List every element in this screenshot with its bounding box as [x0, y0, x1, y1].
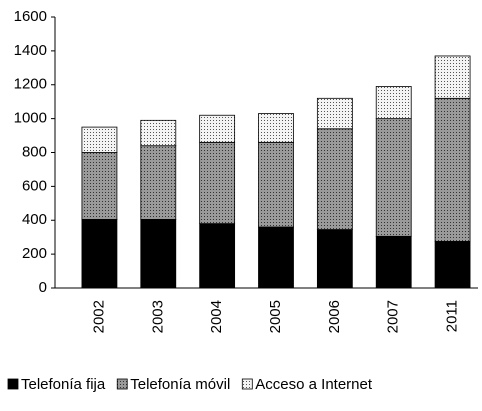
bar-segment: [199, 114, 236, 143]
bar-segment: [140, 145, 177, 220]
bar-segment: [140, 119, 177, 147]
bar-segment: [316, 229, 353, 289]
bar-segment: [375, 118, 412, 237]
bar-segment: [81, 126, 118, 153]
x-tick-label: 2002: [90, 300, 107, 333]
x-tick-label: 2004: [208, 300, 225, 333]
legend-label: Telefonía fija: [21, 376, 106, 393]
bar-segment: [258, 113, 294, 143]
x-tick-label: 2011: [444, 300, 461, 332]
legend-swatch: [116, 378, 128, 390]
y-tick-label: 600: [22, 177, 47, 194]
bar-segment: [258, 226, 294, 289]
bar-segment: [375, 86, 412, 120]
legend-swatch: [7, 378, 19, 390]
bar-segment: [81, 152, 118, 220]
y-tick-label: 1600: [14, 8, 47, 25]
bar-segment: [434, 55, 471, 99]
bar-segment: [199, 223, 236, 289]
x-tick-label: 2007: [385, 300, 402, 333]
bar-segment: [140, 219, 177, 289]
bar-segment: [316, 128, 353, 230]
legend-swatch: [241, 378, 253, 390]
x-tick-label: 2005: [267, 300, 284, 333]
y-tick-label: 800: [22, 143, 47, 160]
bar-segment: [434, 97, 471, 242]
bar-segment: [81, 219, 118, 289]
y-tick-label: 1000: [14, 110, 47, 127]
y-tick-label: 200: [22, 245, 47, 262]
legend-label: Acceso a Internet: [255, 376, 373, 393]
legend-label: Telefonía móvil: [130, 376, 230, 393]
x-tick-label: 2003: [149, 300, 166, 333]
y-tick-label: 400: [22, 211, 47, 228]
bar-segment: [258, 141, 294, 228]
y-tick-label: 1400: [14, 42, 47, 59]
y-tick-label: 0: [39, 279, 47, 296]
bar-segment: [199, 141, 236, 225]
bar-segment: [375, 235, 412, 289]
bar-segment: [316, 97, 353, 130]
bar-segment: [434, 241, 471, 289]
y-tick-label: 1200: [14, 76, 47, 93]
x-tick-label: 2006: [326, 300, 343, 333]
